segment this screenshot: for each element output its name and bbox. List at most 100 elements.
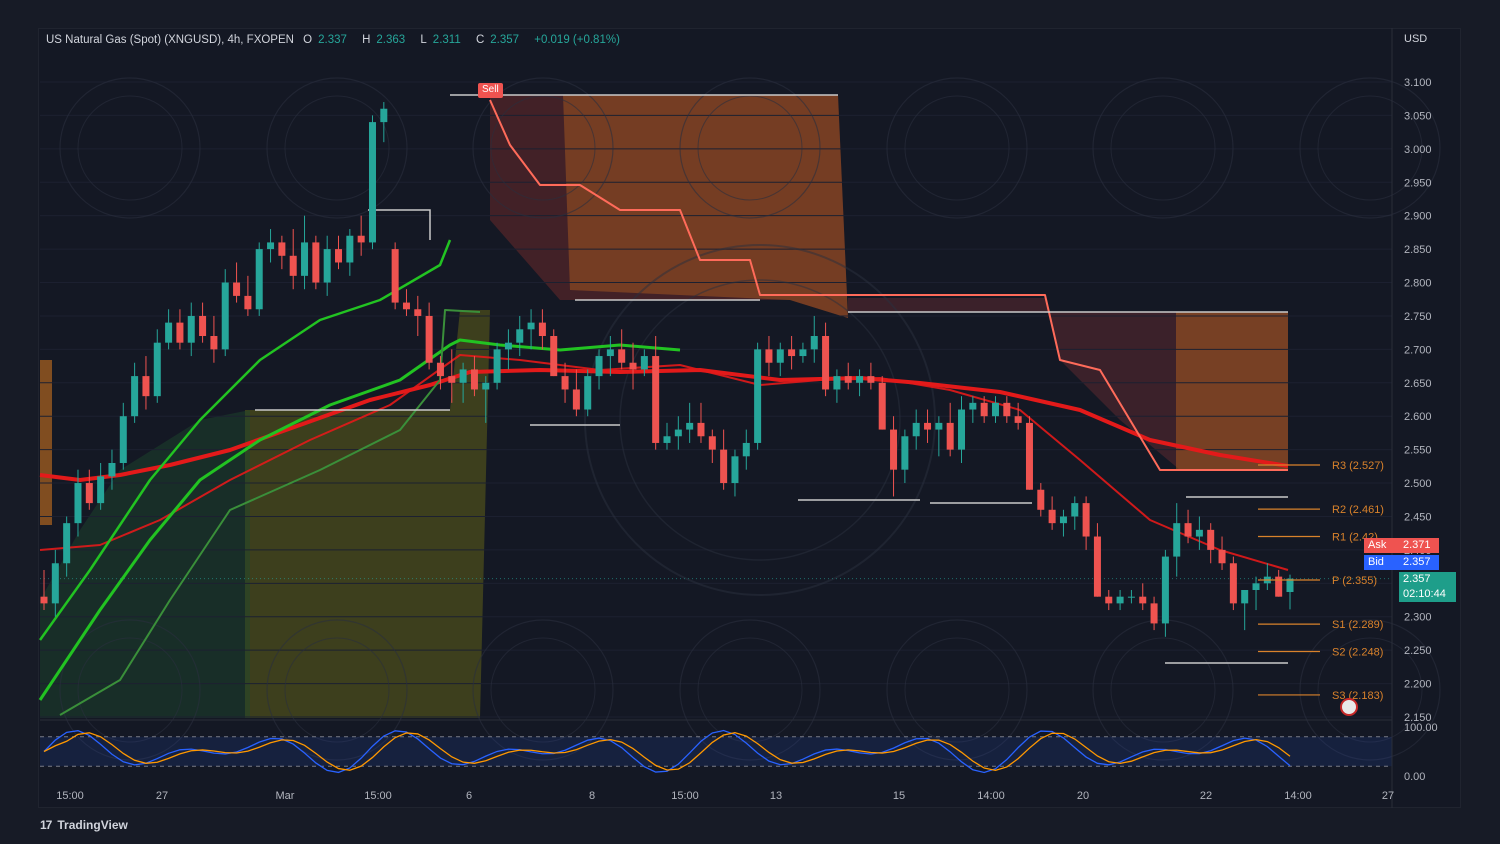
candle-body bbox=[629, 362, 637, 370]
watermark-seal bbox=[59, 619, 201, 761]
candle-body bbox=[1127, 596, 1135, 598]
close-value: 2.357 bbox=[490, 34, 520, 46]
candle-body bbox=[97, 476, 105, 504]
ema-mid-line bbox=[39, 354, 1289, 571]
price-tick: 2.650 bbox=[1404, 378, 1432, 390]
price-tick: 2.200 bbox=[1404, 679, 1432, 691]
candle-body bbox=[233, 282, 241, 296]
stoch-band bbox=[40, 736, 1392, 767]
candle-body bbox=[776, 349, 784, 363]
watermark-seal bbox=[472, 619, 614, 761]
time-tick: 27 bbox=[1382, 790, 1394, 802]
candle-body bbox=[470, 369, 478, 390]
pivot-label: R2 (2.461) bbox=[1332, 504, 1384, 516]
candle-body bbox=[1207, 529, 1215, 550]
time-tick: 15:00 bbox=[671, 790, 699, 802]
watermark-seal bbox=[904, 95, 1010, 201]
candle-body bbox=[391, 249, 399, 303]
candle-body bbox=[301, 242, 309, 276]
time-tick: 15:00 bbox=[364, 790, 392, 802]
high-label: H bbox=[362, 34, 371, 46]
candle-body bbox=[1229, 563, 1237, 604]
candle-body bbox=[538, 322, 546, 336]
watermark-seal bbox=[904, 637, 1010, 743]
price-tick: 2.750 bbox=[1404, 311, 1432, 323]
candle-body bbox=[742, 442, 750, 457]
price-tick: 2.450 bbox=[1404, 511, 1432, 523]
watermark-seal bbox=[1299, 77, 1441, 219]
ema-fast-line bbox=[38, 239, 452, 641]
supply-zone bbox=[1176, 312, 1288, 470]
candle-body bbox=[844, 376, 852, 383]
candle-body bbox=[1048, 509, 1056, 524]
price-tick: 3.100 bbox=[1404, 77, 1432, 89]
tradingview-logo[interactable]: 17 TradingView bbox=[40, 818, 128, 832]
candle-body bbox=[108, 463, 116, 477]
candle-body bbox=[595, 356, 603, 377]
candle-body bbox=[584, 376, 592, 410]
candle-body bbox=[935, 422, 943, 430]
low-label: L bbox=[420, 34, 427, 46]
candle-body bbox=[51, 563, 59, 604]
range-line bbox=[368, 209, 431, 240]
candle-body bbox=[255, 249, 263, 310]
candle-body bbox=[912, 422, 920, 437]
candle-body bbox=[210, 336, 218, 350]
watermark-seal bbox=[1317, 637, 1423, 743]
time-tick: Mar bbox=[276, 790, 295, 802]
candle-body bbox=[946, 422, 954, 450]
candle-body bbox=[606, 349, 614, 357]
candle-body bbox=[1014, 416, 1022, 423]
price-tick: 3.050 bbox=[1404, 110, 1432, 122]
price-tick: 2.600 bbox=[1404, 411, 1432, 423]
demand-zone bbox=[245, 310, 490, 718]
candle-body bbox=[267, 242, 275, 250]
high-value: 2.363 bbox=[376, 34, 406, 46]
currency-unit[interactable]: USD bbox=[1404, 33, 1428, 45]
sell-signal-badge[interactable]: Sell bbox=[478, 83, 503, 98]
candle-body bbox=[323, 249, 331, 283]
open-label: O bbox=[303, 34, 313, 46]
price-tick: 2.500 bbox=[1404, 478, 1432, 490]
watermark-seal bbox=[77, 95, 183, 201]
watermark-seal bbox=[1110, 637, 1216, 743]
open-value: 2.337 bbox=[318, 34, 347, 46]
watermark-seal bbox=[679, 77, 821, 219]
us-flag-icon bbox=[1340, 698, 1358, 716]
candle-body bbox=[131, 376, 139, 417]
candle-body bbox=[1252, 583, 1260, 590]
uptrend-fill bbox=[40, 410, 250, 718]
candle-body bbox=[867, 376, 875, 383]
candle-body bbox=[504, 342, 512, 350]
candle-body bbox=[357, 235, 365, 243]
watermark-seal bbox=[472, 77, 614, 219]
candle-body bbox=[686, 422, 694, 430]
candle-body bbox=[640, 356, 648, 370]
candle-body bbox=[380, 108, 388, 123]
candle-body bbox=[153, 342, 161, 397]
stoch-d-line bbox=[43, 732, 1291, 772]
price-tick: 2.150 bbox=[1404, 712, 1432, 724]
candle-body bbox=[482, 382, 490, 390]
watermark-seal bbox=[697, 637, 803, 743]
candle-body bbox=[901, 436, 909, 470]
candle-body bbox=[924, 422, 932, 430]
close-label: C bbox=[475, 34, 485, 46]
time-tick: 14:00 bbox=[977, 790, 1005, 802]
ask-label-tag: Ask bbox=[1364, 538, 1399, 553]
time-tick: 15:00 bbox=[56, 790, 84, 802]
watermark-seal bbox=[679, 619, 821, 761]
candle-countdown: 02:10:44 bbox=[1399, 587, 1456, 602]
candle-body bbox=[833, 376, 841, 390]
candle-body bbox=[165, 322, 173, 343]
trail-stop-line bbox=[489, 99, 1288, 471]
candle-body bbox=[312, 242, 320, 283]
candle-body bbox=[1105, 596, 1113, 604]
candle-body bbox=[1116, 596, 1124, 604]
price-tick: 2.700 bbox=[1404, 344, 1432, 356]
symbol-title[interactable]: US Natural Gas (Spot) (XNGUSD), 4h, FXOP… bbox=[46, 34, 294, 46]
watermark-seal bbox=[584, 244, 936, 596]
price-tick: 2.950 bbox=[1404, 177, 1432, 189]
candle-body bbox=[618, 349, 626, 363]
